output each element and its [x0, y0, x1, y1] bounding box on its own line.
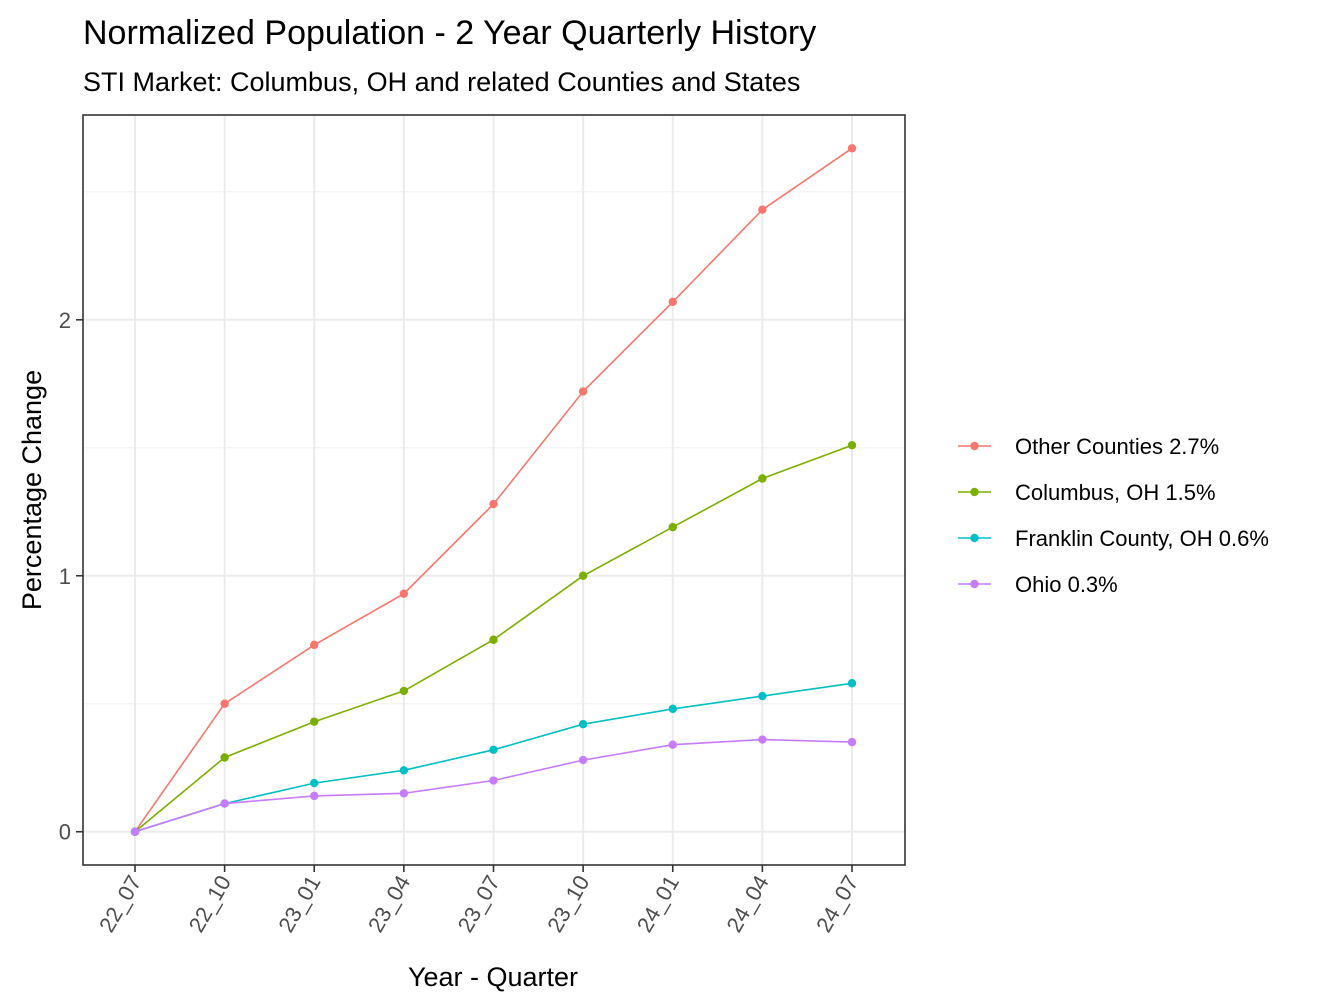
data-point — [310, 717, 319, 726]
x-tick-label: 24_07 — [811, 871, 863, 936]
x-tick-label: 22_10 — [184, 871, 236, 936]
data-point — [399, 789, 409, 798]
data-point — [668, 297, 677, 307]
data-point — [130, 827, 140, 836]
y-axis-title: Percentage Change — [17, 370, 47, 610]
series-layer — [130, 144, 857, 836]
x-tick-label: 22_07 — [94, 871, 146, 936]
data-point — [220, 799, 229, 808]
y-tick-label: 0 — [59, 820, 71, 845]
data-point — [668, 522, 677, 532]
legend-item: Ohio 0.3% — [958, 572, 1118, 597]
data-point — [310, 640, 319, 650]
chart-subtitle: STI Market: Columbus, OH and related Cou… — [83, 67, 800, 97]
data-point — [758, 691, 767, 701]
data-point — [847, 441, 857, 450]
data-point — [847, 737, 857, 747]
x-axis-title: Year - Quarter — [408, 962, 578, 992]
x-axis: 22_07 22_10 23_01 23_04 23_07 23_10 24_01 24_04… — [94, 865, 863, 936]
legend-key-point — [970, 441, 979, 451]
x-tick-label: 24_01 — [632, 871, 684, 936]
legend-item: Columbus, OH 1.5% — [958, 480, 1216, 505]
legend-label: Columbus, OH 1.5% — [1015, 480, 1216, 505]
data-point — [489, 635, 498, 644]
data-point — [668, 704, 677, 714]
chart-title: Normalized Population - 2 Year Quarterly… — [83, 14, 816, 52]
data-point — [310, 778, 319, 788]
x-tick-label: 24_04 — [721, 871, 773, 936]
data-point — [310, 791, 319, 801]
data-point — [578, 387, 588, 396]
data-point — [578, 571, 588, 580]
data-point — [399, 589, 409, 598]
data-point — [847, 144, 857, 153]
data-point — [847, 679, 857, 688]
legend-key-point — [970, 487, 979, 497]
data-point — [758, 735, 767, 744]
data-point — [668, 740, 677, 749]
data-point — [758, 474, 767, 483]
x-tick-label: 23_01 — [273, 871, 325, 936]
data-point — [489, 776, 498, 785]
x-tick-label: 23_07 — [453, 871, 505, 936]
data-point — [758, 205, 767, 214]
legend-label: Ohio 0.3% — [1015, 572, 1118, 597]
data-point — [399, 686, 409, 696]
legend-label: Franklin County, OH 0.6% — [1015, 526, 1269, 551]
data-point — [399, 766, 409, 775]
data-point — [220, 753, 229, 762]
x-tick-label: 23_10 — [542, 871, 594, 936]
data-point — [489, 745, 498, 755]
legend-item: Other Counties 2.7% — [958, 434, 1219, 459]
data-point — [578, 755, 588, 765]
data-point — [220, 699, 229, 708]
legend: Other Counties 2.7% Columbus, OH 1.5% Fran… — [958, 434, 1269, 597]
x-tick-label: 23_04 — [363, 871, 415, 936]
legend-key-point — [970, 579, 979, 589]
legend-item: Franklin County, OH 0.6% — [958, 526, 1269, 551]
legend-key-point — [970, 533, 979, 543]
y-tick-label: 2 — [59, 308, 71, 333]
data-point — [578, 720, 588, 729]
y-tick-label: 1 — [59, 564, 71, 589]
data-point — [489, 499, 498, 509]
y-axis: 0 1 2 — [59, 308, 83, 845]
legend-label: Other Counties 2.7% — [1015, 434, 1219, 459]
